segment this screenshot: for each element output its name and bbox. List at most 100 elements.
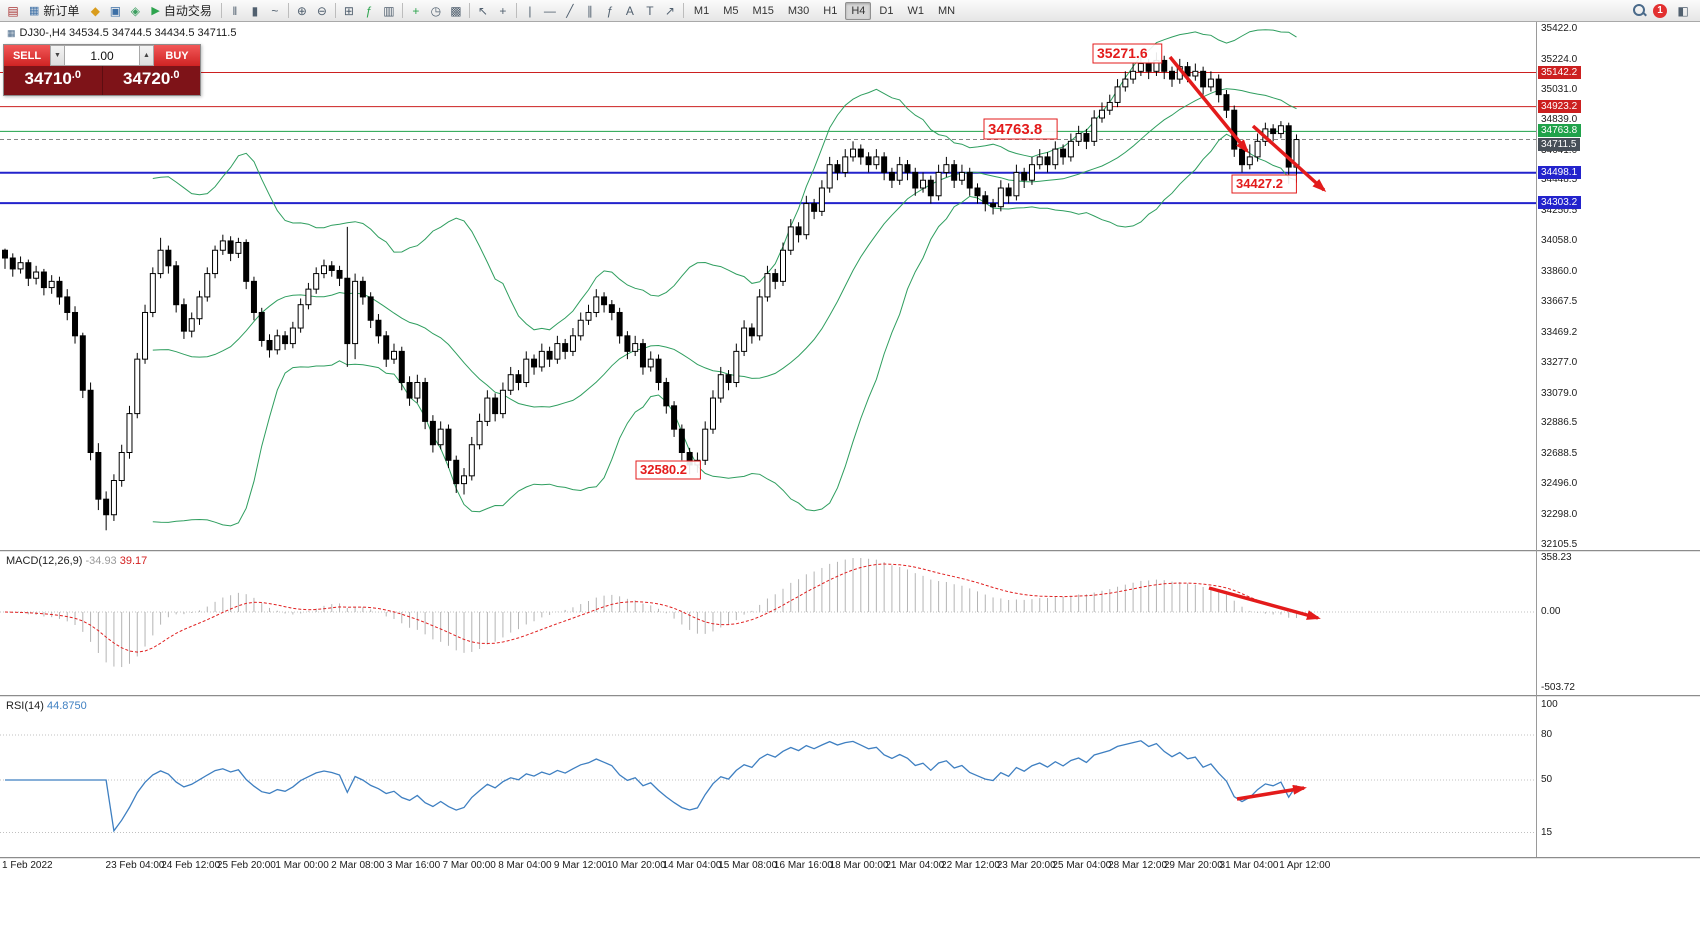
autotrade-button[interactable]: ▶ 自动交易	[151, 4, 212, 18]
channel-icon[interactable]: ∥	[586, 3, 593, 18]
macd-label: MACD(12,26,9) -34.93 39.17	[6, 555, 148, 567]
tile-windows-icon[interactable]: ⊞	[343, 3, 354, 18]
sell-button[interactable]: SELL	[4, 45, 50, 66]
toolbar-separator	[682, 3, 684, 18]
price-tag-35142.2: 35142.2	[1538, 65, 1582, 79]
price-annotation-box[interactable]	[983, 118, 1058, 140]
timeframe-m15[interactable]: M15	[752, 4, 774, 17]
timeframe-d1[interactable]: D1	[879, 4, 894, 17]
arrows-icon[interactable]: ↗	[664, 3, 675, 18]
time-axis-label: 28 Mar 12:00	[1108, 860, 1168, 871]
timeframe-h4[interactable]: H4	[845, 1, 872, 20]
timeframe-m5[interactable]: M5	[723, 4, 739, 17]
price-annotation-box[interactable]	[1092, 43, 1163, 64]
trendline-icon[interactable]: ╱	[566, 3, 574, 18]
macd-signal-value: 39.17	[119, 555, 148, 567]
indicators-list-icon[interactable]: ƒ	[365, 3, 373, 18]
macd-scale-label: 358.23	[1541, 552, 1572, 563]
rsi-scale-label: 50	[1541, 774, 1553, 785]
trend-arrow-price-1[interactable]	[1251, 124, 1327, 193]
cursor-icon[interactable]: ↖	[477, 3, 488, 18]
price-annotation-box[interactable]	[635, 460, 701, 480]
new-order-button-icon: ▦	[29, 5, 40, 17]
price-annotation-box[interactable]	[1231, 174, 1297, 194]
volume-input[interactable]	[65, 45, 139, 66]
price-axis-label: 34839.0	[1541, 113, 1578, 125]
horizontal-line-icon[interactable]: —	[543, 3, 556, 18]
volume-decrease-button[interactable]: ▼	[50, 45, 65, 66]
period-icon[interactable]: ◷	[430, 3, 442, 18]
price-axis-label: 33667.5	[1541, 295, 1578, 307]
timeframe-h1[interactable]: H1	[823, 4, 838, 17]
time-axis-label: 18 Mar 00:00	[829, 860, 889, 871]
market-watch-icon[interactable]: ▣	[109, 3, 122, 18]
price-axis-label: 32105.5	[1541, 539, 1578, 550]
time-axis-label: 1 Apr 12:00	[1279, 860, 1331, 871]
time-axis-label: 21 Mar 04:00	[885, 860, 945, 871]
label-icon[interactable]: T	[646, 3, 654, 18]
toolbar-separator	[334, 3, 336, 18]
trend-arrow-rsi-3[interactable]	[1236, 784, 1307, 801]
objects-list-icon[interactable]: ▥	[383, 3, 395, 18]
panel-toggle-icon[interactable]: ◧	[1677, 3, 1689, 18]
price-tag-34303.2: 34303.2	[1538, 196, 1582, 210]
volume-increase-button[interactable]: ▲	[139, 45, 154, 66]
crosshair-icon[interactable]: +	[499, 3, 507, 18]
rsi-scale-label: 100	[1541, 699, 1558, 710]
autotrade-button-icon: ▶	[151, 5, 160, 17]
time-axis-label: 29 Mar 20:00	[1163, 860, 1223, 871]
fibonacci-icon[interactable]: ƒ	[606, 3, 614, 18]
line-chart-icon[interactable]: ~	[271, 3, 279, 18]
price-tag-34498.1: 34498.1	[1538, 165, 1582, 179]
bollinger-lower	[152, 133, 1297, 527]
time-axis-label: 7 Mar 00:00	[442, 860, 496, 871]
timeframe-w1[interactable]: W1	[907, 4, 924, 17]
toolbar-items: ▤ ▦ 新订单 ◆ ▣ ◈ ▶ 自动交易 ‖ ▮ ~ ⊕ ⊖ ⊞ ƒ ▥ + ◷ ▩ ↖ + | — ╱ ∥ ƒ A T ↗	[3, 2, 687, 20]
toolbar-separator	[515, 3, 517, 18]
toolbar-separator	[401, 3, 403, 18]
profiles-icon[interactable]: ◆	[90, 3, 101, 18]
new-chart-icon[interactable]: ▤	[7, 3, 19, 18]
text-icon[interactable]: A	[625, 3, 634, 18]
toolbar-separator	[220, 3, 222, 18]
price-axis-label: 34058.0	[1541, 235, 1578, 247]
buy-button[interactable]: BUY	[154, 45, 200, 66]
notification-badge[interactable]: 1	[1653, 3, 1667, 18]
bars-chart-icon[interactable]: ‖	[232, 3, 238, 18]
bollinger-middle	[152, 88, 1297, 408]
new-order-button[interactable]: ▦ 新订单	[29, 4, 80, 18]
price-axis-label: 33079.0	[1541, 387, 1578, 399]
timeframe-m30[interactable]: M30	[787, 4, 810, 17]
candles-chart-icon[interactable]: ▮	[251, 3, 259, 18]
macd-main-value: -34.93	[85, 555, 117, 567]
navigator-icon[interactable]: ◈	[130, 3, 141, 18]
vertical-line-icon[interactable]: |	[528, 3, 532, 18]
price-scale[interactable]	[1537, 22, 1700, 857]
time-axis-label: 15 Mar 08:00	[718, 860, 778, 871]
buy-price[interactable]: 34720.0	[123, 69, 180, 88]
time-axis-label: 23 Feb 04:00	[105, 860, 165, 871]
sell-price[interactable]: 34710.0	[4, 66, 103, 95]
template-icon[interactable]: ▩	[450, 3, 462, 18]
zoom-out-icon[interactable]: ⊖	[316, 3, 327, 18]
rsi-label: RSI(14) 44.8750	[6, 700, 87, 712]
price-axis-label: 32688.5	[1541, 448, 1578, 460]
trend-arrow-macd-2[interactable]	[1208, 586, 1321, 620]
timeframe-m1[interactable]: M1	[693, 4, 710, 17]
rsi-value: 44.8750	[46, 700, 87, 712]
timeframe-mn[interactable]: MN	[937, 4, 956, 17]
toolbar-right: 1 ◧	[1632, 2, 1697, 20]
symbol-ohlc-label: ▦ DJ30-,H4 34534.5 34744.5 34434.5 34711…	[7, 27, 237, 39]
price-axis-label: 35422.0	[1541, 23, 1578, 34]
add-indicator-icon[interactable]: +	[412, 3, 420, 18]
time-axis-label: 1 Mar 00:00	[275, 860, 329, 871]
timeframe-buttons: M1 M5 M15 M30 H1 H4 D1 W1 MN	[687, 1, 962, 20]
search-icon[interactable]	[1632, 3, 1647, 18]
zoom-in-icon[interactable]: ⊕	[296, 3, 307, 18]
trend-arrow-price-0[interactable]	[1168, 55, 1249, 154]
macd-scale-label: 0.00	[1541, 606, 1561, 618]
time-axis-label: 24 Feb 12:00	[161, 860, 221, 871]
price-axis-label: 35031.0	[1541, 83, 1578, 95]
